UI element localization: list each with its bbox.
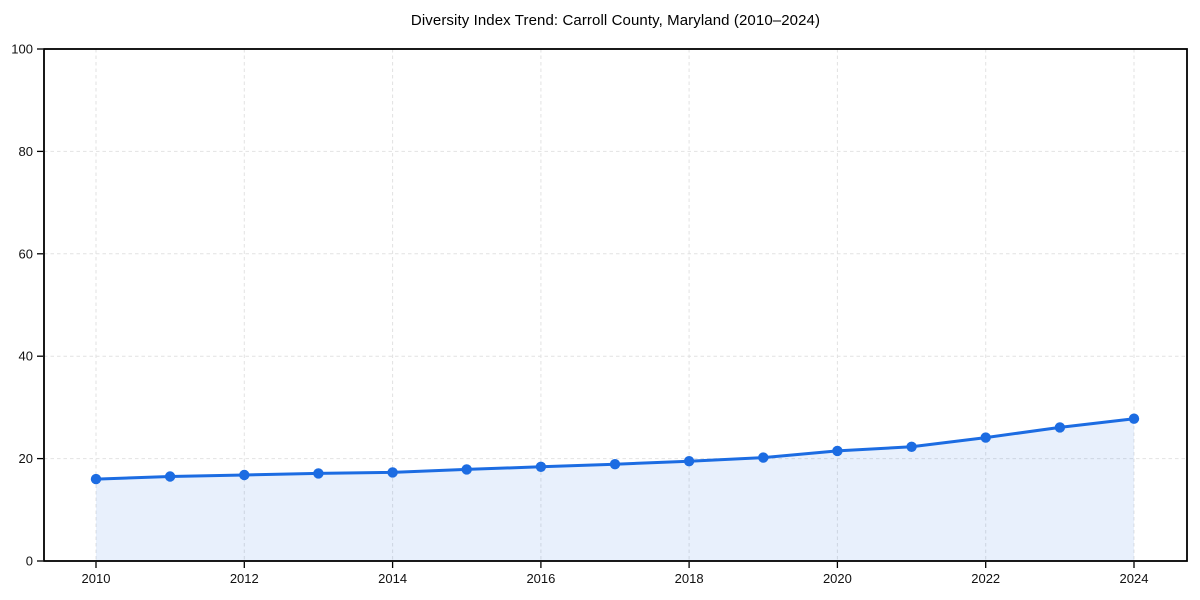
area-fill <box>96 418 1134 561</box>
x-tick-label: 2018 <box>675 571 704 586</box>
x-tick-label: 2010 <box>82 571 111 586</box>
data-point <box>832 445 843 457</box>
chart-title: Diversity Index Trend: Carroll County, M… <box>410 12 821 29</box>
x-tick-label: 2012 <box>230 571 259 586</box>
x-tick-label: 2022 <box>971 571 1000 586</box>
data-point <box>239 469 250 481</box>
data-point <box>387 467 398 478</box>
x-tick-label: 2016 <box>526 571 555 586</box>
data-points <box>90 413 1140 485</box>
data-point <box>535 461 547 472</box>
data-point <box>90 473 102 485</box>
y-tick-label: 80 <box>19 144 33 159</box>
data-point <box>164 471 176 482</box>
y-tick-label: 40 <box>19 349 33 364</box>
x-tick-label: 2014 <box>378 571 407 586</box>
data-point <box>1054 422 1066 433</box>
x-tick-label: 2024 <box>1120 571 1149 586</box>
data-point <box>313 468 324 479</box>
gridlines <box>44 49 1187 561</box>
y-tick-label: 20 <box>19 451 33 466</box>
data-point <box>758 452 769 463</box>
y-tick-label: 100 <box>11 42 33 57</box>
x-axis: 2010 2012 2014 2016 2018 2020 2022 2024 <box>82 562 1149 586</box>
data-point <box>609 459 621 470</box>
y-tick-label: 60 <box>19 246 33 261</box>
data-point <box>980 432 991 443</box>
data-point <box>1128 413 1140 424</box>
y-tick-label: 0 <box>26 554 33 569</box>
x-tick-label: 2020 <box>823 571 852 586</box>
data-point <box>683 456 695 467</box>
plot-border <box>43 48 1188 562</box>
y-axis: 0 20 40 60 80 100 <box>11 42 43 569</box>
data-point <box>461 464 472 475</box>
data-point <box>906 441 917 452</box>
